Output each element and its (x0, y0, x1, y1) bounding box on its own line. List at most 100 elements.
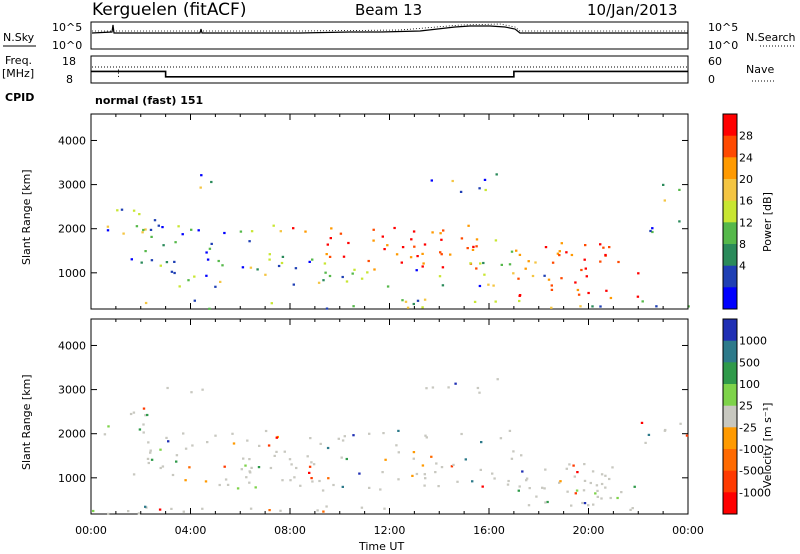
power-data-cell (412, 230, 416, 233)
power-data-cell (439, 251, 442, 254)
power-data-cell (678, 188, 681, 191)
vel-data-cell (544, 501, 547, 504)
vel-data-cell (397, 478, 400, 481)
power-data-cell (637, 272, 640, 275)
power-data-cell (440, 253, 443, 256)
vel-data-cell (596, 489, 599, 492)
vel-data-cell (397, 429, 400, 432)
power-data-cell (292, 227, 295, 230)
vel-data-cell (496, 378, 499, 381)
noise-left-tick-bottom: 10^0 (52, 39, 82, 52)
vel-data-cell (267, 444, 271, 447)
power-data-cell (372, 239, 375, 242)
vel-data-cell (327, 477, 330, 480)
vel-data-cell (379, 488, 382, 491)
power-data-cell (459, 190, 463, 193)
power-colorbar-blocks (722, 113, 738, 310)
vel-data-cell (165, 436, 168, 439)
power-data-cell (560, 277, 563, 280)
power-data-cell (170, 270, 174, 273)
power-data-cell (484, 188, 487, 192)
vel-data-cell (384, 458, 387, 461)
vel-data-cell (309, 437, 312, 440)
power-data-cell (366, 271, 369, 274)
vel-data-cell (248, 481, 251, 484)
power-data-cell (556, 252, 560, 255)
power-colorbar-tick-label: 16 (739, 195, 753, 208)
vel-data-cell (132, 473, 136, 476)
power-data-cell (574, 281, 577, 284)
vel-data-cell (158, 508, 162, 511)
power-data-cell (479, 262, 482, 265)
power-data-cell (478, 284, 482, 288)
vel-data-cell (232, 442, 236, 445)
power-data-cell (317, 281, 321, 284)
vel-data-cell (352, 434, 355, 437)
vel-colorbar-tick-label: 100 (739, 378, 760, 391)
vel-data-cell (107, 425, 110, 428)
power-data-cell (116, 209, 119, 212)
power-data-cell (421, 252, 424, 255)
vel-data-cell (425, 387, 428, 390)
power-data-cell (531, 274, 535, 278)
power-data-cell (205, 251, 208, 254)
power-data-cell (602, 246, 605, 249)
vel-data-cell (368, 486, 371, 489)
power-y-tick-label: 3000 (58, 179, 86, 192)
power-data-cell (423, 298, 427, 301)
freq-label-line2: [MHz] (2, 67, 34, 80)
power-data-cell (161, 226, 164, 229)
vel-data-cell (663, 429, 667, 432)
vel-colorbar-tick-label: 25 (739, 400, 753, 413)
vel-colorbar-tick-label: -1000 (739, 486, 771, 499)
vel-data-cell (518, 485, 521, 488)
vel-data-cell (464, 458, 467, 461)
power-data-cell (550, 288, 554, 291)
power-data-cell (451, 179, 454, 183)
power-data-cell (256, 268, 259, 271)
power-data-cell (268, 253, 271, 256)
power-data-cell (527, 260, 530, 263)
power-data-cell (492, 284, 495, 287)
power-data-cell (173, 260, 176, 263)
power-data-cell (599, 260, 602, 263)
vel-data-cell (340, 456, 343, 459)
vel-data-cell (572, 464, 575, 467)
power-data-cell (342, 255, 346, 258)
freq-tick-top: 18 (62, 55, 76, 68)
vel-data-cell (544, 468, 547, 471)
vel-data-cell (275, 436, 278, 439)
power-data-cell (500, 263, 503, 266)
power-data-cell (280, 261, 284, 265)
vel-data-cell (92, 509, 95, 513)
power-data-cell (663, 199, 666, 202)
vel-data-cell (188, 466, 191, 469)
time-axis-labels: 00:00 04:00 08:00 12:00 16:00 20:00 00:00 (75, 524, 704, 537)
power-data-cell (383, 248, 386, 251)
power-data-cell (609, 296, 613, 300)
vel-data-cell (631, 507, 634, 510)
power-data-cell (140, 261, 143, 264)
vel-colorbar-swatch (723, 362, 737, 385)
vel-data-cell (644, 441, 647, 444)
power-data-cell (205, 274, 208, 277)
power-colorbar-swatch (723, 179, 737, 202)
power-data-cell (277, 264, 281, 268)
time-tick-label: 04:00 (175, 524, 207, 537)
power-data-cell (449, 253, 452, 256)
power-data-cell (367, 259, 370, 263)
power-data-cell (518, 299, 521, 303)
vel-data-cell (583, 463, 586, 466)
vel-data-cell (325, 505, 328, 508)
vel-data-cell (583, 502, 587, 505)
vel-data-cell (341, 439, 345, 442)
vel-data-cell (517, 489, 520, 492)
power-data-cell (360, 277, 364, 280)
vel-data-cell (616, 496, 619, 500)
vel-data-cell (543, 487, 546, 490)
power-colorbar-swatch (723, 222, 737, 245)
power-data-cell (482, 261, 485, 265)
vel-data-cell (611, 466, 614, 469)
vel-data-cell (142, 423, 145, 426)
power-data-cell (353, 268, 356, 271)
